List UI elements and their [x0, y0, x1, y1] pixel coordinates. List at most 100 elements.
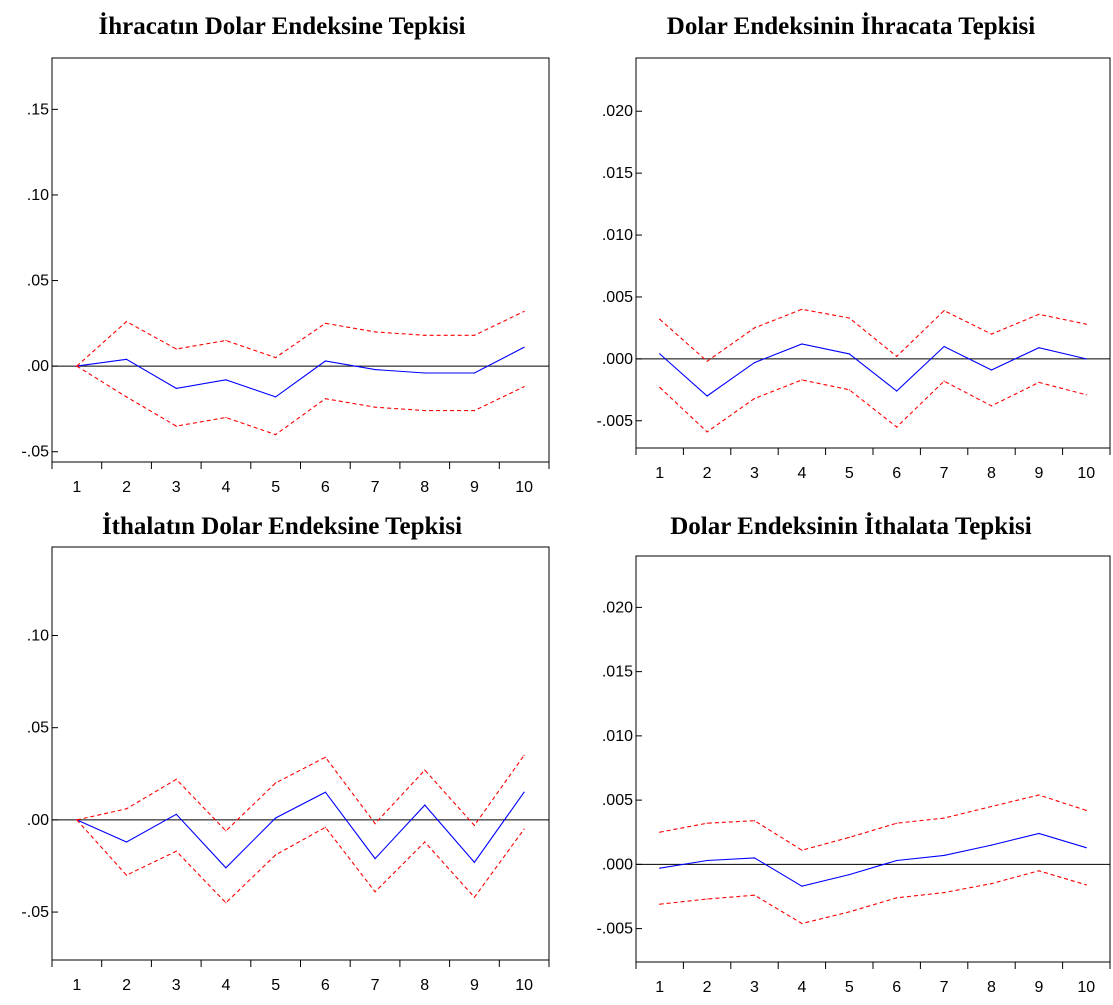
lower-point: [848, 911, 850, 913]
lower-point: [801, 922, 803, 925]
response-point: [324, 360, 326, 362]
x-tick-label: 10: [515, 479, 533, 496]
x-tick-label: 4: [797, 465, 806, 482]
lower-point: [848, 389, 850, 391]
x-tick-label: 4: [221, 479, 230, 496]
upper-point: [324, 322, 326, 324]
response-point: [424, 372, 426, 374]
upper-point: [848, 317, 850, 319]
x-tick-label: 3: [750, 979, 759, 996]
y-tick-label: .005: [602, 289, 633, 306]
response-point: [848, 353, 850, 355]
upper-point: [275, 357, 277, 359]
lower-point: [225, 416, 227, 419]
response-point: [659, 867, 661, 869]
response-point: [943, 345, 945, 348]
x-tick-label: 5: [271, 479, 280, 496]
y-tick-label: .10: [27, 628, 49, 645]
y-tick-label: .005: [602, 792, 633, 809]
upper-point: [659, 318, 661, 320]
y-tick-label: .05: [27, 273, 49, 290]
upper-point: [424, 769, 426, 771]
x-tick-label: 4: [797, 979, 806, 996]
response-point: [943, 854, 945, 857]
x-tick-label: 3: [750, 465, 759, 482]
x-tick-label: 6: [321, 977, 330, 994]
lower-point: [523, 828, 525, 830]
upper-point: [175, 348, 177, 350]
upper-point: [473, 824, 475, 827]
y-tick-label: .010: [602, 728, 633, 745]
lower-point: [275, 854, 277, 856]
x-tick-label: 9: [470, 977, 479, 994]
lower-point: [374, 406, 376, 408]
lower-point: [659, 386, 661, 388]
x-tick-label: 7: [940, 465, 949, 482]
lower-point: [324, 398, 326, 400]
upper-point: [943, 817, 945, 819]
chart-title: İthalatın Dolar Endeksine Tepkisi: [102, 512, 462, 540]
response-point: [374, 369, 376, 371]
upper-point: [324, 756, 326, 758]
upper-point: [175, 778, 177, 780]
lower-point: [275, 434, 277, 436]
x-tick-label: 7: [940, 979, 949, 996]
x-tick-label: 1: [655, 979, 664, 996]
lower-point: [76, 365, 78, 367]
x-tick-label: 3: [172, 977, 181, 994]
upper-point: [896, 822, 898, 824]
chart-panel-1: İhracatın Dolar Endeksine Tepkisi -.05 .00…: [21, 12, 550, 496]
lower-point: [125, 396, 128, 398]
upper-point: [424, 334, 426, 336]
lower-point: [706, 898, 708, 900]
lower-band-line: [659, 870, 1087, 925]
lower-point: [76, 819, 78, 821]
x-tick-label: 10: [1077, 465, 1095, 482]
response-point: [374, 858, 376, 860]
x-tick-label: 6: [321, 479, 330, 496]
upper-point: [523, 754, 525, 756]
response-point: [659, 353, 661, 355]
response-point: [473, 861, 475, 863]
response-point: [275, 396, 277, 398]
lower-point: [943, 892, 945, 894]
x-tick-label: 9: [1034, 979, 1043, 996]
response-point: [848, 874, 850, 876]
x-tick-label: 5: [845, 465, 854, 482]
upper-point: [990, 805, 993, 808]
x-tick-label: 1: [655, 465, 664, 482]
upper-point: [706, 360, 708, 362]
lower-point: [473, 410, 475, 412]
y-tick-label: .00: [27, 358, 49, 375]
x-tick-label: 4: [221, 977, 230, 994]
lower-point: [1085, 884, 1087, 886]
response-point: [801, 885, 803, 887]
response-point: [753, 362, 756, 364]
y-tick-label: .10: [27, 187, 49, 204]
response-point: [1085, 358, 1087, 360]
x-tick-label: 6: [892, 465, 901, 482]
plot-frame: [51, 57, 550, 463]
x-tick-label: 2: [703, 465, 712, 482]
response-point: [175, 813, 177, 815]
y-tick-label: -.05: [21, 444, 49, 461]
x-tick-label: 7: [371, 479, 380, 496]
response-point: [990, 844, 993, 846]
y-tick-label: -.005: [597, 413, 634, 430]
response-line: [659, 832, 1087, 887]
upper-point: [706, 822, 708, 824]
lower-point: [324, 826, 326, 828]
upper-band-line: [659, 308, 1087, 363]
lower-point: [175, 850, 177, 852]
lower-point: [1085, 394, 1087, 396]
x-tick-label: 10: [515, 977, 533, 994]
x-tick-label: 1: [72, 977, 81, 994]
plot-frame: [635, 57, 1111, 449]
upper-point: [801, 308, 803, 310]
x-tick-label: 3: [172, 479, 181, 496]
response-point: [1085, 847, 1087, 849]
y-tick-label: .15: [27, 101, 49, 118]
response-point: [706, 395, 708, 397]
upper-band-line: [76, 310, 525, 367]
lower-point: [753, 397, 756, 400]
